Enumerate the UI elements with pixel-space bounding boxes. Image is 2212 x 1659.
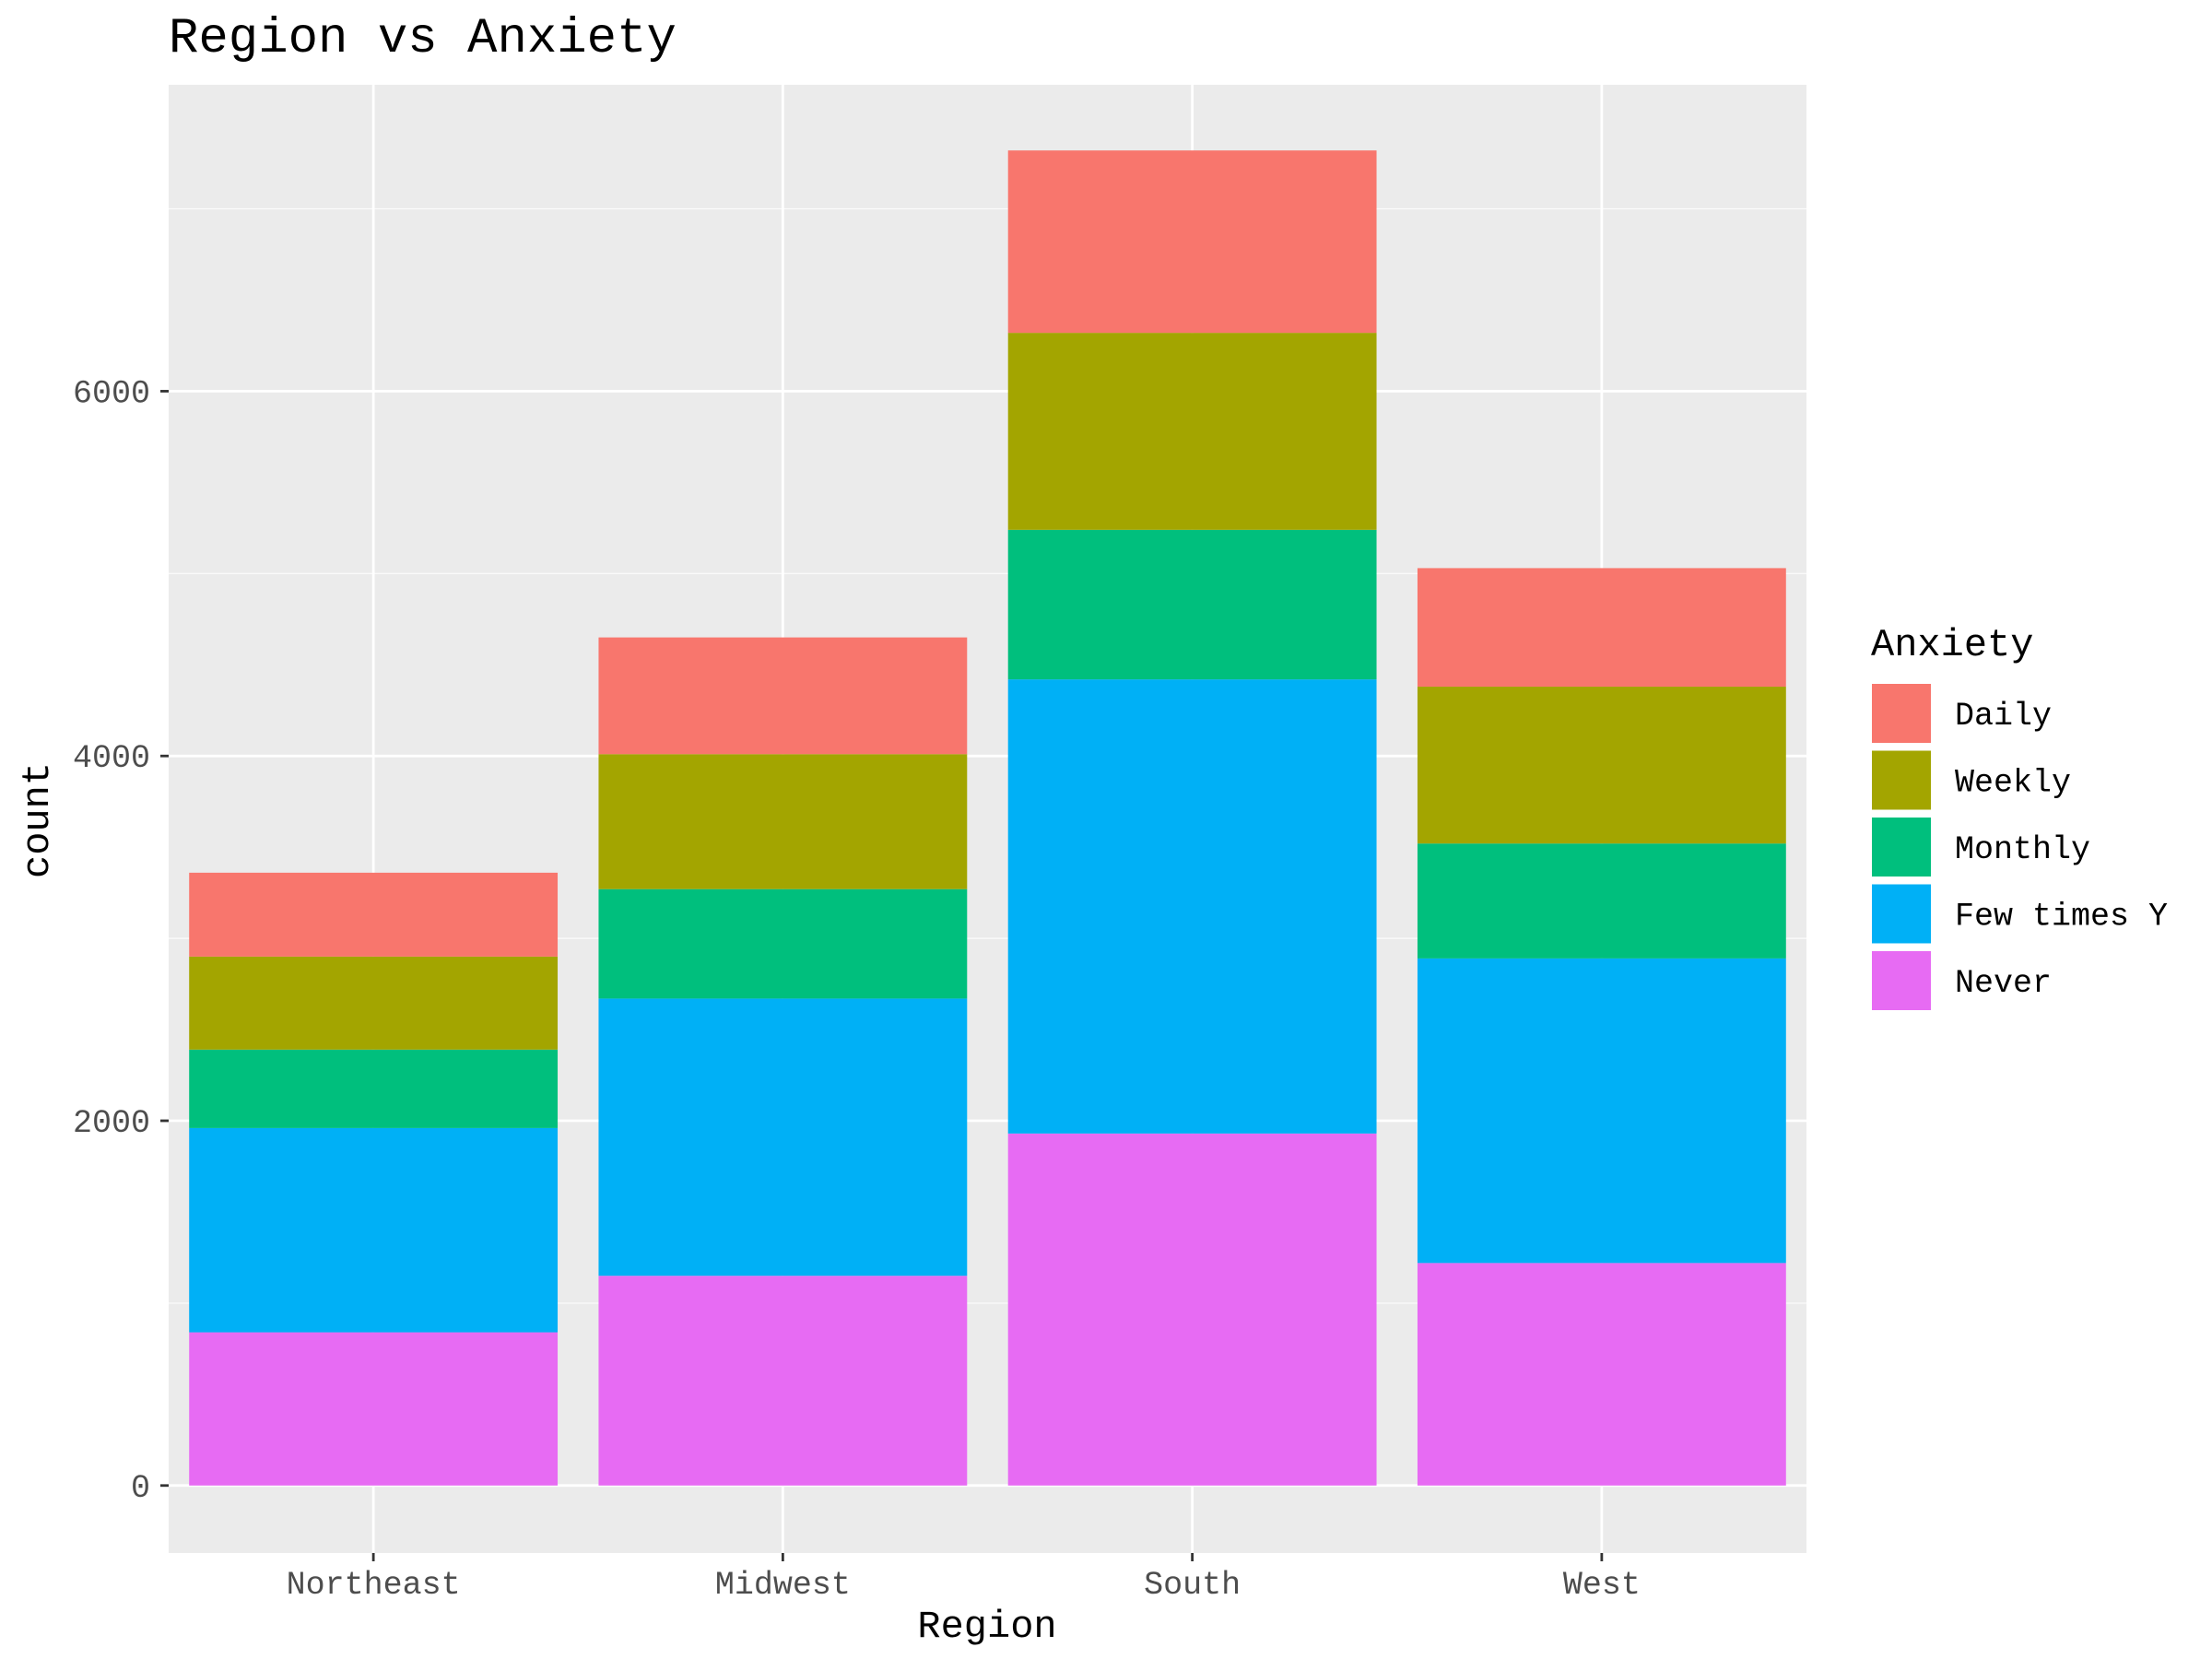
legend-title: Anxiety (1871, 623, 2033, 667)
legend-key-monthly (1870, 816, 1933, 878)
bar-segment-northeast-monthly (189, 1049, 559, 1128)
bar-segment-west-monthly (1417, 843, 1786, 959)
bar-segment-south-daily (1007, 150, 1377, 334)
bar-segment-south-never (1007, 1133, 1377, 1486)
y-tick-label: 4000 (73, 740, 150, 777)
x-axis: Northeast Midwest South West (287, 1553, 1641, 1604)
bar-segment-west-daily (1417, 568, 1786, 688)
bar-segment-south-monthly (1007, 529, 1377, 680)
bar-segment-west-weekly (1417, 687, 1786, 844)
legend: Anxiety Daily Weekly Monthly Few times Y Nev… (1870, 623, 2168, 1012)
bar-segment-northeast-few-times-y (189, 1127, 559, 1333)
bar-segment-west-few-times-y (1417, 958, 1786, 1264)
x-tick-label: West (1563, 1567, 1641, 1604)
legend-key-weekly (1870, 748, 1933, 812)
bar-segment-midwest-daily (598, 637, 968, 755)
legend-label-few-times-y: Few times Y (1955, 899, 2168, 935)
x-axis-title: Region (917, 1605, 1056, 1649)
x-tick-label: South (1144, 1567, 1241, 1604)
y-axis: 0 2000 4000 6000 (73, 375, 169, 1507)
plot-panel (169, 85, 1806, 1553)
bar-segment-northeast-daily (189, 872, 559, 957)
bar-segment-south-few-times-y (1007, 679, 1377, 1134)
bar-segment-midwest-monthly (598, 888, 968, 999)
legend-key-never (1870, 949, 1933, 1012)
bar-segment-northeast-weekly (189, 956, 559, 1050)
bar-segment-midwest-weekly (598, 754, 968, 889)
legend-label-weekly: Weekly (1955, 765, 2071, 802)
legend-key-daily (1870, 682, 1933, 745)
bar-segment-northeast-never (189, 1332, 559, 1486)
y-tick-label: 0 (131, 1470, 150, 1507)
bar-segment-south-weekly (1007, 333, 1377, 530)
x-tick-label: Midwest (715, 1567, 851, 1604)
y-tick-label: 2000 (73, 1105, 150, 1142)
y-axis-title: count (16, 762, 60, 878)
bar-segment-midwest-few-times-y (598, 998, 968, 1277)
y-tick-label: 6000 (73, 375, 150, 412)
bar-segment-midwest-never (598, 1276, 968, 1486)
legend-label-daily: Daily (1955, 698, 2052, 735)
bar-segment-west-never (1417, 1263, 1786, 1486)
legend-label-monthly: Monthly (1955, 831, 2090, 868)
legend-key-few-times-y (1870, 882, 1933, 946)
chart-title: Region vs Anxiety (169, 11, 677, 67)
legend-label-never: Never (1955, 965, 2052, 1002)
x-tick-label: Northeast (287, 1567, 461, 1604)
